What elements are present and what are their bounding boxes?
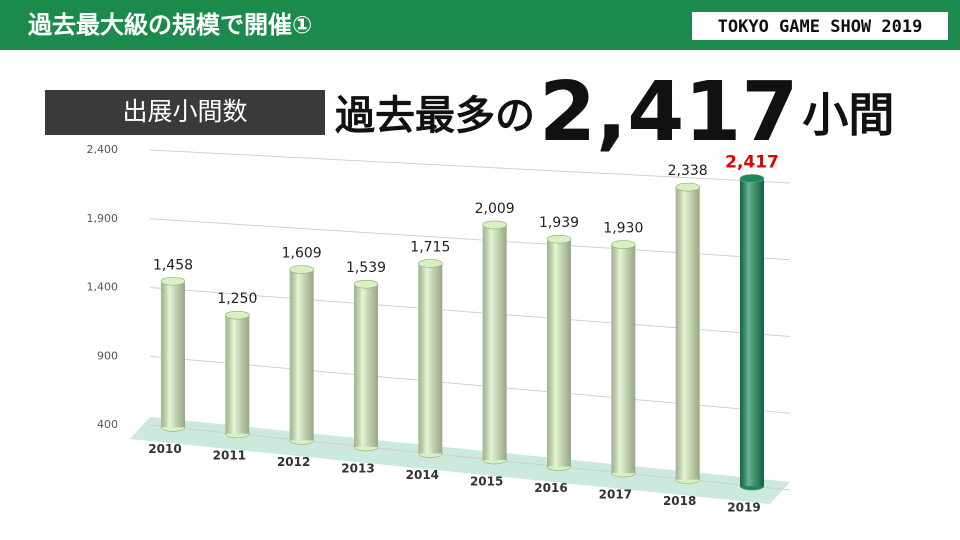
y-tick-label: 1,900 <box>87 212 119 225</box>
bar-shade <box>611 244 636 474</box>
bar-shade <box>675 187 700 480</box>
bar-top <box>739 174 765 183</box>
value-label: 2,338 <box>668 163 708 179</box>
x-tick-label: 2017 <box>599 488 632 502</box>
x-tick-label: 2018 <box>663 494 696 508</box>
y-tick-label: 900 <box>97 349 118 362</box>
x-tick-label: 2019 <box>727 501 760 515</box>
y-tick-label: 2,400 <box>87 143 119 156</box>
value-label: 1,939 <box>539 215 579 231</box>
bar-top <box>160 276 186 286</box>
value-label: 1,539 <box>346 260 386 276</box>
headline-prefix: 過去最多の <box>335 93 535 139</box>
x-tick-label: 2010 <box>148 442 181 456</box>
header-title: 過去最大級の規模で開催① <box>28 11 312 39</box>
x-tick-label: 2012 <box>277 455 310 469</box>
bar-top <box>353 279 379 289</box>
headline-number: 2,417 <box>539 65 798 160</box>
value-label: 2,009 <box>475 201 515 217</box>
label: 出展小間数 <box>122 97 247 126</box>
value-label: 1,609 <box>282 246 322 262</box>
x-tick-label: 2011 <box>213 448 246 462</box>
value-label: 1,250 <box>217 291 257 307</box>
logo-box <box>692 12 948 40</box>
bar-shade <box>354 284 378 447</box>
bar-shade <box>225 315 250 434</box>
value-label: 1,715 <box>410 239 450 255</box>
bar-shade <box>418 263 443 454</box>
bar-top <box>546 234 572 244</box>
bar-top <box>675 182 700 192</box>
x-tick-label: 2014 <box>406 468 439 482</box>
bar-top <box>289 265 314 274</box>
value-label: 1,930 <box>603 221 643 237</box>
label-box <box>45 90 325 135</box>
chart: 400 900 1,400 1,900 2,400 2010 1,458 2011 1,250 2… <box>87 143 791 515</box>
x-tick-label: 2013 <box>341 461 374 475</box>
bar-top <box>225 310 250 320</box>
grid-line <box>149 149 791 184</box>
bar-shade <box>482 224 507 461</box>
headline: 過去最多の2,417小間 <box>335 65 894 160</box>
value-label: 1,458 <box>153 257 193 273</box>
bar-shade <box>740 178 764 487</box>
bar-top <box>482 220 507 230</box>
x-tick-label: 2016 <box>534 481 567 495</box>
bar-top <box>418 259 443 268</box>
x-tick-label: 2015 <box>470 475 503 489</box>
bar-shade <box>289 269 314 441</box>
bar-shade <box>547 239 571 467</box>
bar-top <box>611 240 636 249</box>
y-tick-label: 400 <box>97 418 118 431</box>
y-tick-label: 1,400 <box>87 281 119 294</box>
logo: TOKYO GAME SHOW 2019 <box>718 17 923 37</box>
value-label: 2,417 <box>725 152 779 172</box>
headline-suffix: 小間 <box>802 88 894 142</box>
bar-shade <box>161 281 185 428</box>
